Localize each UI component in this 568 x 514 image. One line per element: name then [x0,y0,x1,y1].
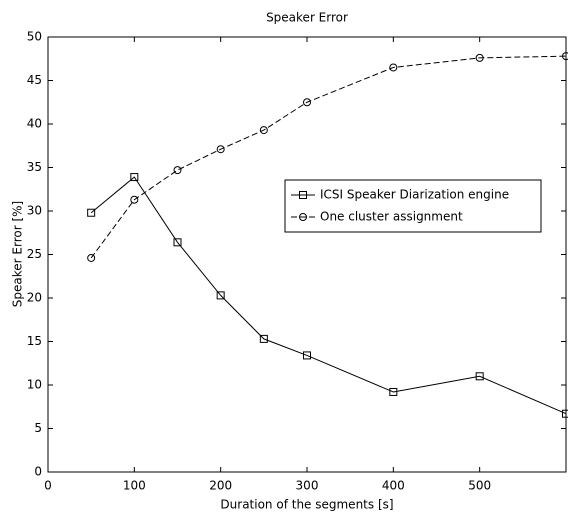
marker [562,52,568,61]
marker [299,191,307,199]
legend-label: One cluster assignment [320,210,463,224]
y-tick-label: 5 [34,421,42,435]
marker [303,98,311,107]
marker [259,126,268,135]
marker [87,208,96,217]
y-tick-label: 35 [27,160,42,174]
y-tick-label: 40 [27,117,42,131]
legend-box [284,179,542,233]
chart-title: Speaker Error [266,11,348,25]
marker [303,351,311,360]
marker [562,409,568,418]
x-tick-label: 0 [44,479,52,493]
x-tick-label: 500 [468,479,491,493]
x-axis-label: Duration of the segments [s] [220,498,393,512]
x-tick-label: 100 [123,479,146,493]
plot-frame [47,36,567,473]
y-tick-label: 10 [27,378,42,392]
marker [173,166,182,175]
marker [389,63,398,72]
y-axis-label: Speaker Error [%] [11,201,25,307]
marker [173,238,182,247]
y-tick-label: 15 [27,334,42,348]
marker [475,53,484,62]
marker [87,253,96,262]
series-line [90,55,567,259]
y-tick-label: 25 [27,247,42,261]
marker [475,372,484,381]
marker [389,387,398,396]
y-tick-label: 45 [27,73,42,87]
marker [216,291,225,300]
x-tick-label: 200 [209,479,232,493]
series-line [90,176,567,415]
marker [299,213,307,221]
marker [259,334,268,343]
x-tick-label: 400 [382,479,405,493]
y-tick-label: 0 [34,465,42,479]
y-tick-label: 50 [27,30,42,44]
y-tick-label: 20 [27,291,42,305]
legend-label: ICSI Speaker Diarization engine [320,188,509,202]
marker [130,195,139,204]
marker [216,145,225,154]
marker [130,173,139,182]
x-tick-label: 300 [296,479,319,493]
y-tick-label: 30 [27,204,42,218]
